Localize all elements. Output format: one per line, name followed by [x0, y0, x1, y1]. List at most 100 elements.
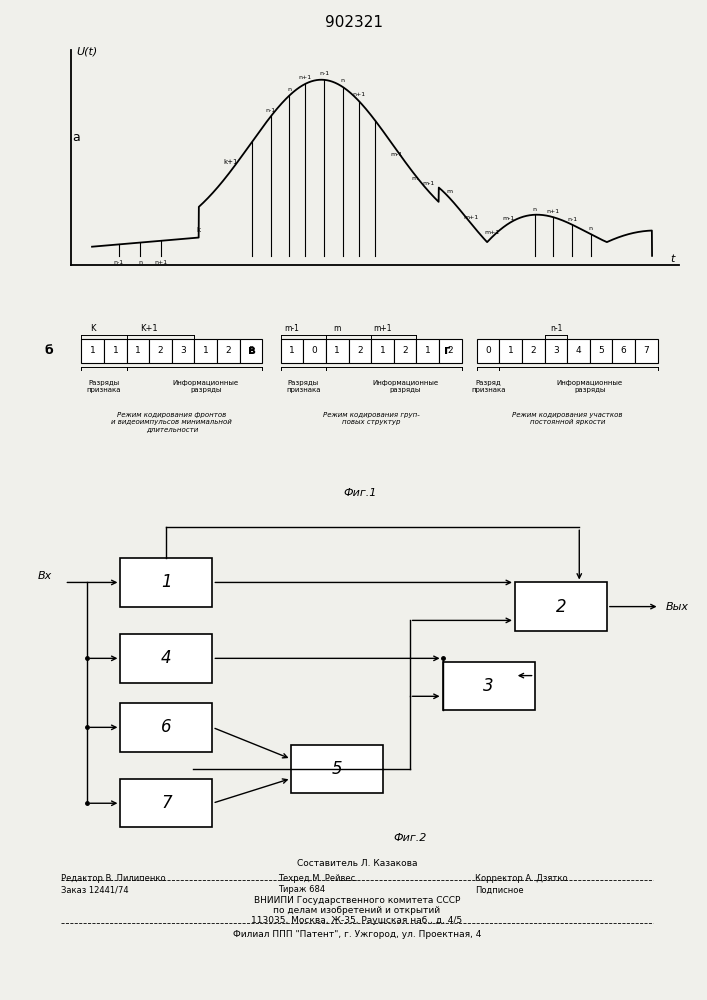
Text: Фиг.1: Фиг.1 — [344, 488, 378, 498]
Text: k+1: k+1 — [223, 159, 238, 165]
Text: Режим кодирования участков
постоянной яркости: Режим кодирования участков постоянной яр… — [512, 412, 622, 425]
Text: Разряд
признака: Разряд признака — [471, 380, 506, 393]
Text: 1: 1 — [90, 346, 95, 355]
Text: в: в — [247, 344, 255, 357]
Text: 7: 7 — [643, 346, 649, 355]
Text: Информационные
разряды: Информационные разряды — [173, 380, 239, 393]
Text: 2: 2 — [530, 346, 536, 355]
Text: n+1: n+1 — [547, 209, 560, 214]
Bar — [281, 338, 303, 363]
Text: 0: 0 — [312, 346, 317, 355]
Bar — [544, 338, 567, 363]
Text: n: n — [532, 207, 537, 212]
Text: a: a — [72, 131, 79, 144]
Text: 4: 4 — [161, 649, 172, 667]
Text: m+1: m+1 — [484, 230, 500, 235]
Bar — [371, 338, 394, 363]
Text: 113035, Москва, Ж-35, Раушская наб., д. 4/5: 113035, Москва, Ж-35, Раушская наб., д. … — [252, 916, 462, 925]
Text: k: k — [197, 227, 201, 233]
Text: 2: 2 — [226, 346, 231, 355]
Bar — [240, 338, 262, 363]
Text: 3: 3 — [553, 346, 559, 355]
Text: m: m — [411, 176, 418, 181]
Text: 2: 2 — [448, 346, 453, 355]
Bar — [349, 338, 371, 363]
Text: Разряды
признака: Разряды признака — [286, 380, 321, 393]
Text: Режим кодирования груп-
повых структур: Режим кодирования груп- повых структур — [323, 412, 419, 425]
Bar — [120, 779, 212, 827]
Bar — [172, 338, 194, 363]
Bar — [149, 338, 172, 363]
Bar — [120, 634, 212, 682]
Bar — [104, 338, 127, 363]
Bar — [416, 338, 439, 363]
Text: 5: 5 — [332, 760, 343, 778]
Bar — [394, 338, 416, 363]
Text: по делам изобретений и открытий: по делам изобретений и открытий — [274, 906, 440, 915]
Text: 1: 1 — [203, 346, 209, 355]
Bar — [612, 338, 635, 363]
Text: n-1: n-1 — [114, 260, 124, 265]
Text: 2: 2 — [556, 598, 566, 616]
Text: n+1: n+1 — [352, 92, 366, 97]
Text: Филиал ППП "Патент", г. Ужгород, ул. Проектная, 4: Филиал ППП "Патент", г. Ужгород, ул. Про… — [233, 930, 481, 939]
Text: n: n — [138, 260, 142, 265]
Text: Вых: Вых — [666, 602, 689, 612]
Bar — [120, 703, 212, 752]
Text: n: n — [287, 87, 291, 92]
Text: г: г — [444, 344, 450, 357]
Text: Вх: Вх — [38, 571, 52, 581]
Bar — [515, 582, 607, 631]
Text: 1: 1 — [334, 346, 340, 355]
Text: 2: 2 — [158, 346, 163, 355]
Text: Фиг.2: Фиг.2 — [393, 833, 426, 843]
Bar — [120, 558, 212, 607]
Bar — [326, 338, 349, 363]
Text: Составитель Л. Казакова: Составитель Л. Казакова — [297, 859, 417, 868]
Text: 0: 0 — [485, 346, 491, 355]
Text: 3: 3 — [483, 677, 494, 695]
Bar — [303, 338, 326, 363]
Text: 5: 5 — [598, 346, 604, 355]
Text: 3: 3 — [180, 346, 186, 355]
Text: 2: 2 — [402, 346, 408, 355]
Bar — [590, 338, 612, 363]
Text: Подписное: Подписное — [475, 885, 524, 894]
Text: n+1: n+1 — [299, 75, 312, 80]
Text: m-1: m-1 — [422, 181, 434, 186]
Text: Техред М. Рейвес.: Техред М. Рейвес. — [278, 874, 358, 883]
Text: 2: 2 — [357, 346, 363, 355]
Text: 6: 6 — [621, 346, 626, 355]
Text: n-1: n-1 — [319, 71, 329, 76]
Bar — [439, 338, 462, 363]
Text: 1: 1 — [425, 346, 431, 355]
Text: m: m — [334, 324, 341, 333]
Text: n-1: n-1 — [550, 324, 562, 333]
Text: Режим кодирования фронтов
и видеоимпульсов минимальной
длительности: Режим кодирования фронтов и видеоимпульс… — [112, 412, 232, 432]
Bar — [194, 338, 217, 363]
Text: 3: 3 — [248, 346, 254, 355]
Text: K: K — [90, 324, 95, 333]
Text: n: n — [341, 78, 345, 83]
Text: Информационные
разряды: Информационные разряды — [372, 380, 438, 393]
Bar — [291, 745, 383, 793]
Text: Тираж 684: Тираж 684 — [278, 885, 325, 894]
Text: n+1: n+1 — [155, 260, 168, 265]
Bar — [635, 338, 658, 363]
Text: 1: 1 — [508, 346, 514, 355]
Text: 7: 7 — [161, 794, 172, 812]
Text: 1: 1 — [135, 346, 141, 355]
Text: 1: 1 — [289, 346, 295, 355]
Text: б: б — [45, 344, 54, 357]
Text: m-1: m-1 — [390, 152, 402, 157]
Bar — [567, 338, 590, 363]
Text: Заказ 12441/74: Заказ 12441/74 — [62, 885, 129, 894]
Text: n-1: n-1 — [567, 217, 577, 222]
Text: m-1: m-1 — [502, 216, 514, 221]
Text: Редактор В. Пилипенко: Редактор В. Пилипенко — [62, 874, 165, 883]
Text: n-1: n-1 — [266, 108, 276, 113]
Bar — [522, 338, 544, 363]
Text: K+1: K+1 — [141, 324, 158, 333]
Text: 902321: 902321 — [325, 15, 382, 30]
Text: m-1: m-1 — [285, 324, 300, 333]
